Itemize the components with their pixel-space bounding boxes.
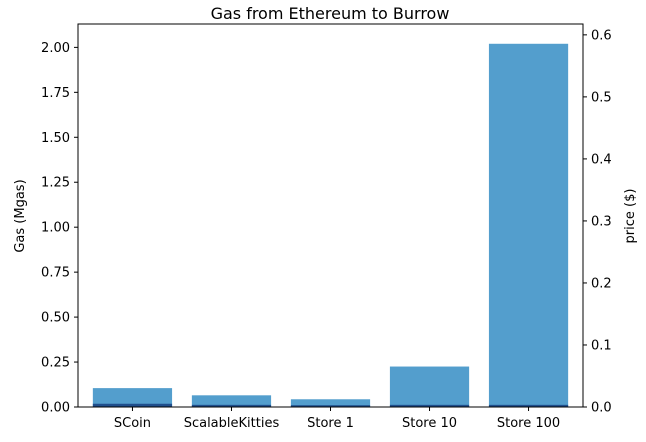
y-tick-label: 1.75 [41,86,70,101]
x-tick-label: Store 10 [402,416,457,431]
bar-series1-scalablekitties [191,395,272,407]
y-tick-label: 1.50 [41,131,70,146]
left-axis: 0.00 0.25 0.50 0.75 1.00 1.25 1.50 1.75 2.00 [41,41,78,416]
y-tick-label: 0.75 [41,266,70,281]
x-axis: SCoin ScalableKitties Store 1 Store 10 Store… [114,407,560,431]
x-tick-label: Store 1 [307,416,354,431]
y2-axis-label: price ($) [623,189,638,244]
y-tick-label: 0.25 [41,356,70,371]
right-axis: 0.0 0.1 0.2 0.3 0.4 0.5 0.6 [583,28,612,416]
bar-series1-scoin [92,388,173,407]
y-tick-label: 1.00 [41,221,70,236]
bar-series2-store-1 [290,405,371,407]
bar-series2-scoin [92,403,173,407]
y2-tick-label: 0.2 [591,276,612,291]
y2-tick-label: 0.3 [591,214,612,229]
y-axis-label: Gas (Mgas) [13,179,28,252]
y-tick-label: 0.00 [41,401,70,416]
bar-series1-store-100 [488,43,569,407]
bar-series2-scalablekitties [191,404,272,407]
bar-series2-store-100 [488,404,569,407]
y2-tick-label: 0.5 [591,90,612,105]
y2-tick-label: 0.4 [591,152,612,167]
y-tick-label: 1.25 [41,176,70,191]
y-tick-label: 0.50 [41,311,70,326]
y2-tick-label: 0.6 [591,28,612,43]
y2-tick-label: 0.0 [591,401,612,416]
x-tick-label: SCoin [114,416,151,431]
chart-title: Gas from Ethereum to Burrow [211,4,450,23]
plot-frame [77,23,584,408]
x-tick-label: ScalableKitties [184,416,280,431]
bar-series1-store-1 [290,399,371,407]
x-tick-label: Store 100 [497,416,560,431]
bar-series1-store-10 [389,366,470,407]
y2-tick-label: 0.1 [591,338,612,353]
y-tick-label: 2.00 [41,41,70,56]
bars-group [92,43,569,407]
bar-series2-store-10 [389,404,470,407]
